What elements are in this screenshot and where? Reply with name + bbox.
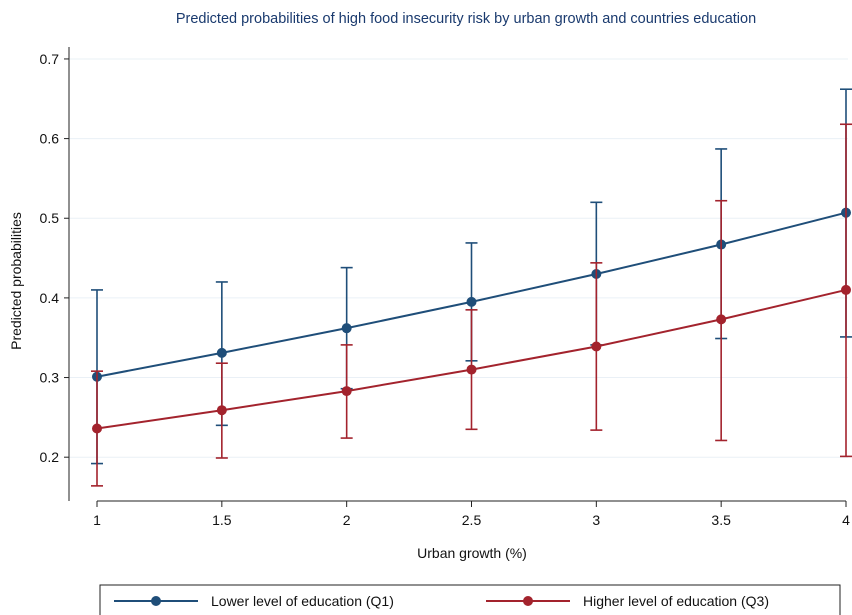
x-axis-label: Urban growth (%) — [417, 545, 527, 561]
y-tick-label: 0.2 — [40, 449, 60, 465]
series-layer — [91, 88, 852, 487]
data-point — [92, 423, 102, 434]
data-point — [216, 347, 227, 358]
x-tick-label: 1.5 — [212, 512, 232, 528]
legend-label-lower-education: Lower level of education (Q1) — [211, 593, 394, 609]
x-tick-label: 4 — [842, 512, 850, 528]
data-point — [466, 364, 477, 375]
x-tick-label: 2 — [343, 512, 351, 528]
y-tick-label: 0.4 — [40, 290, 60, 306]
data-point — [466, 296, 477, 307]
legend-marker-lower-education — [151, 596, 161, 606]
y-tick-label: 0.3 — [40, 370, 60, 386]
plot-area — [69, 47, 848, 501]
legend-marker-higher-education — [523, 596, 533, 606]
data-point — [341, 323, 352, 334]
x-tick-label: 2.5 — [462, 512, 482, 528]
data-point — [591, 341, 602, 352]
chart-title: Predicted probabilities of high food ins… — [176, 11, 756, 27]
axes: 0.2 0.3 0.4 0.5 0.6 0.7 1 1.5 2 2.5 3 3.5 4 — [40, 47, 850, 528]
series-1 — [91, 123, 852, 487]
x-tick-label: 3 — [592, 512, 600, 528]
legend-box — [99, 584, 841, 615]
data-point — [716, 314, 727, 325]
y-tick-label: 0.6 — [40, 131, 60, 147]
data-point — [341, 386, 352, 397]
data-point — [216, 405, 227, 416]
x-tick-label: 3.5 — [711, 512, 731, 528]
grid — [69, 47, 848, 501]
data-point — [841, 284, 851, 295]
y-axis-label: Predicted probabilities — [8, 212, 24, 350]
x-tick-label: 1 — [93, 512, 101, 528]
y-tick-label: 0.7 — [40, 51, 60, 67]
legend: Lower level of education (Q1) Higher lev… — [99, 584, 841, 615]
legend-label-higher-education: Higher level of education (Q3) — [583, 593, 769, 609]
y-tick-label: 0.5 — [40, 210, 60, 226]
